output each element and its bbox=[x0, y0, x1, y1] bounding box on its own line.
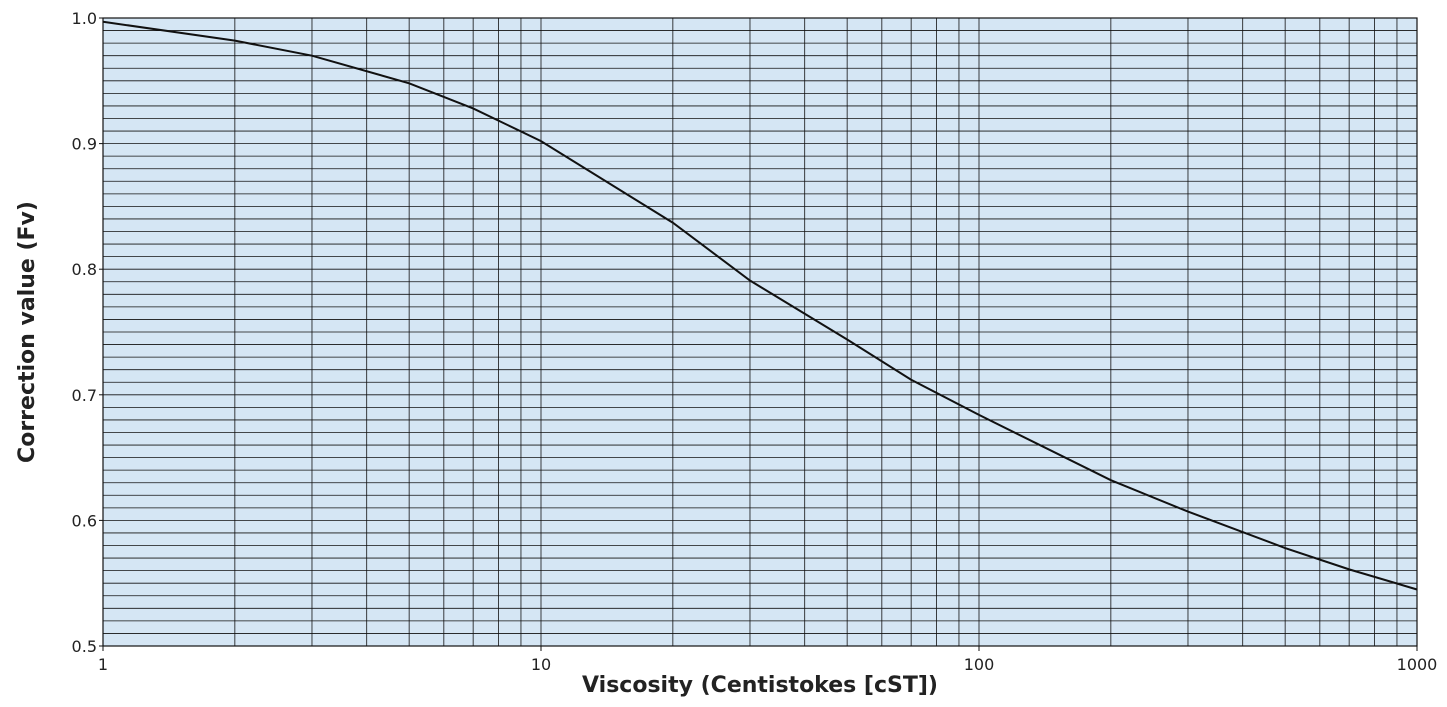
plot-border bbox=[102, 17, 1418, 647]
line bbox=[102, 20, 1418, 591]
y-axis-title: Correction value (Fv) bbox=[15, 201, 40, 463]
y-tick-label: 0.8 bbox=[72, 260, 97, 279]
x-tick-label: 100 bbox=[964, 655, 995, 674]
y-tick-label: 0.6 bbox=[72, 511, 97, 530]
y-tick-label: 0.7 bbox=[72, 386, 97, 405]
x-tick-label: 10 bbox=[531, 655, 551, 674]
x-tick-label: 1 bbox=[98, 655, 108, 674]
y-tick-label: 0.9 bbox=[72, 135, 97, 154]
x-tick-label: 1000 bbox=[1397, 655, 1438, 674]
y-tick-label: 1.0 bbox=[72, 9, 97, 28]
y-tick-label: 0.5 bbox=[72, 637, 97, 656]
x-axis-title: Viscosity (Centistokes [cST]) bbox=[582, 673, 938, 698]
